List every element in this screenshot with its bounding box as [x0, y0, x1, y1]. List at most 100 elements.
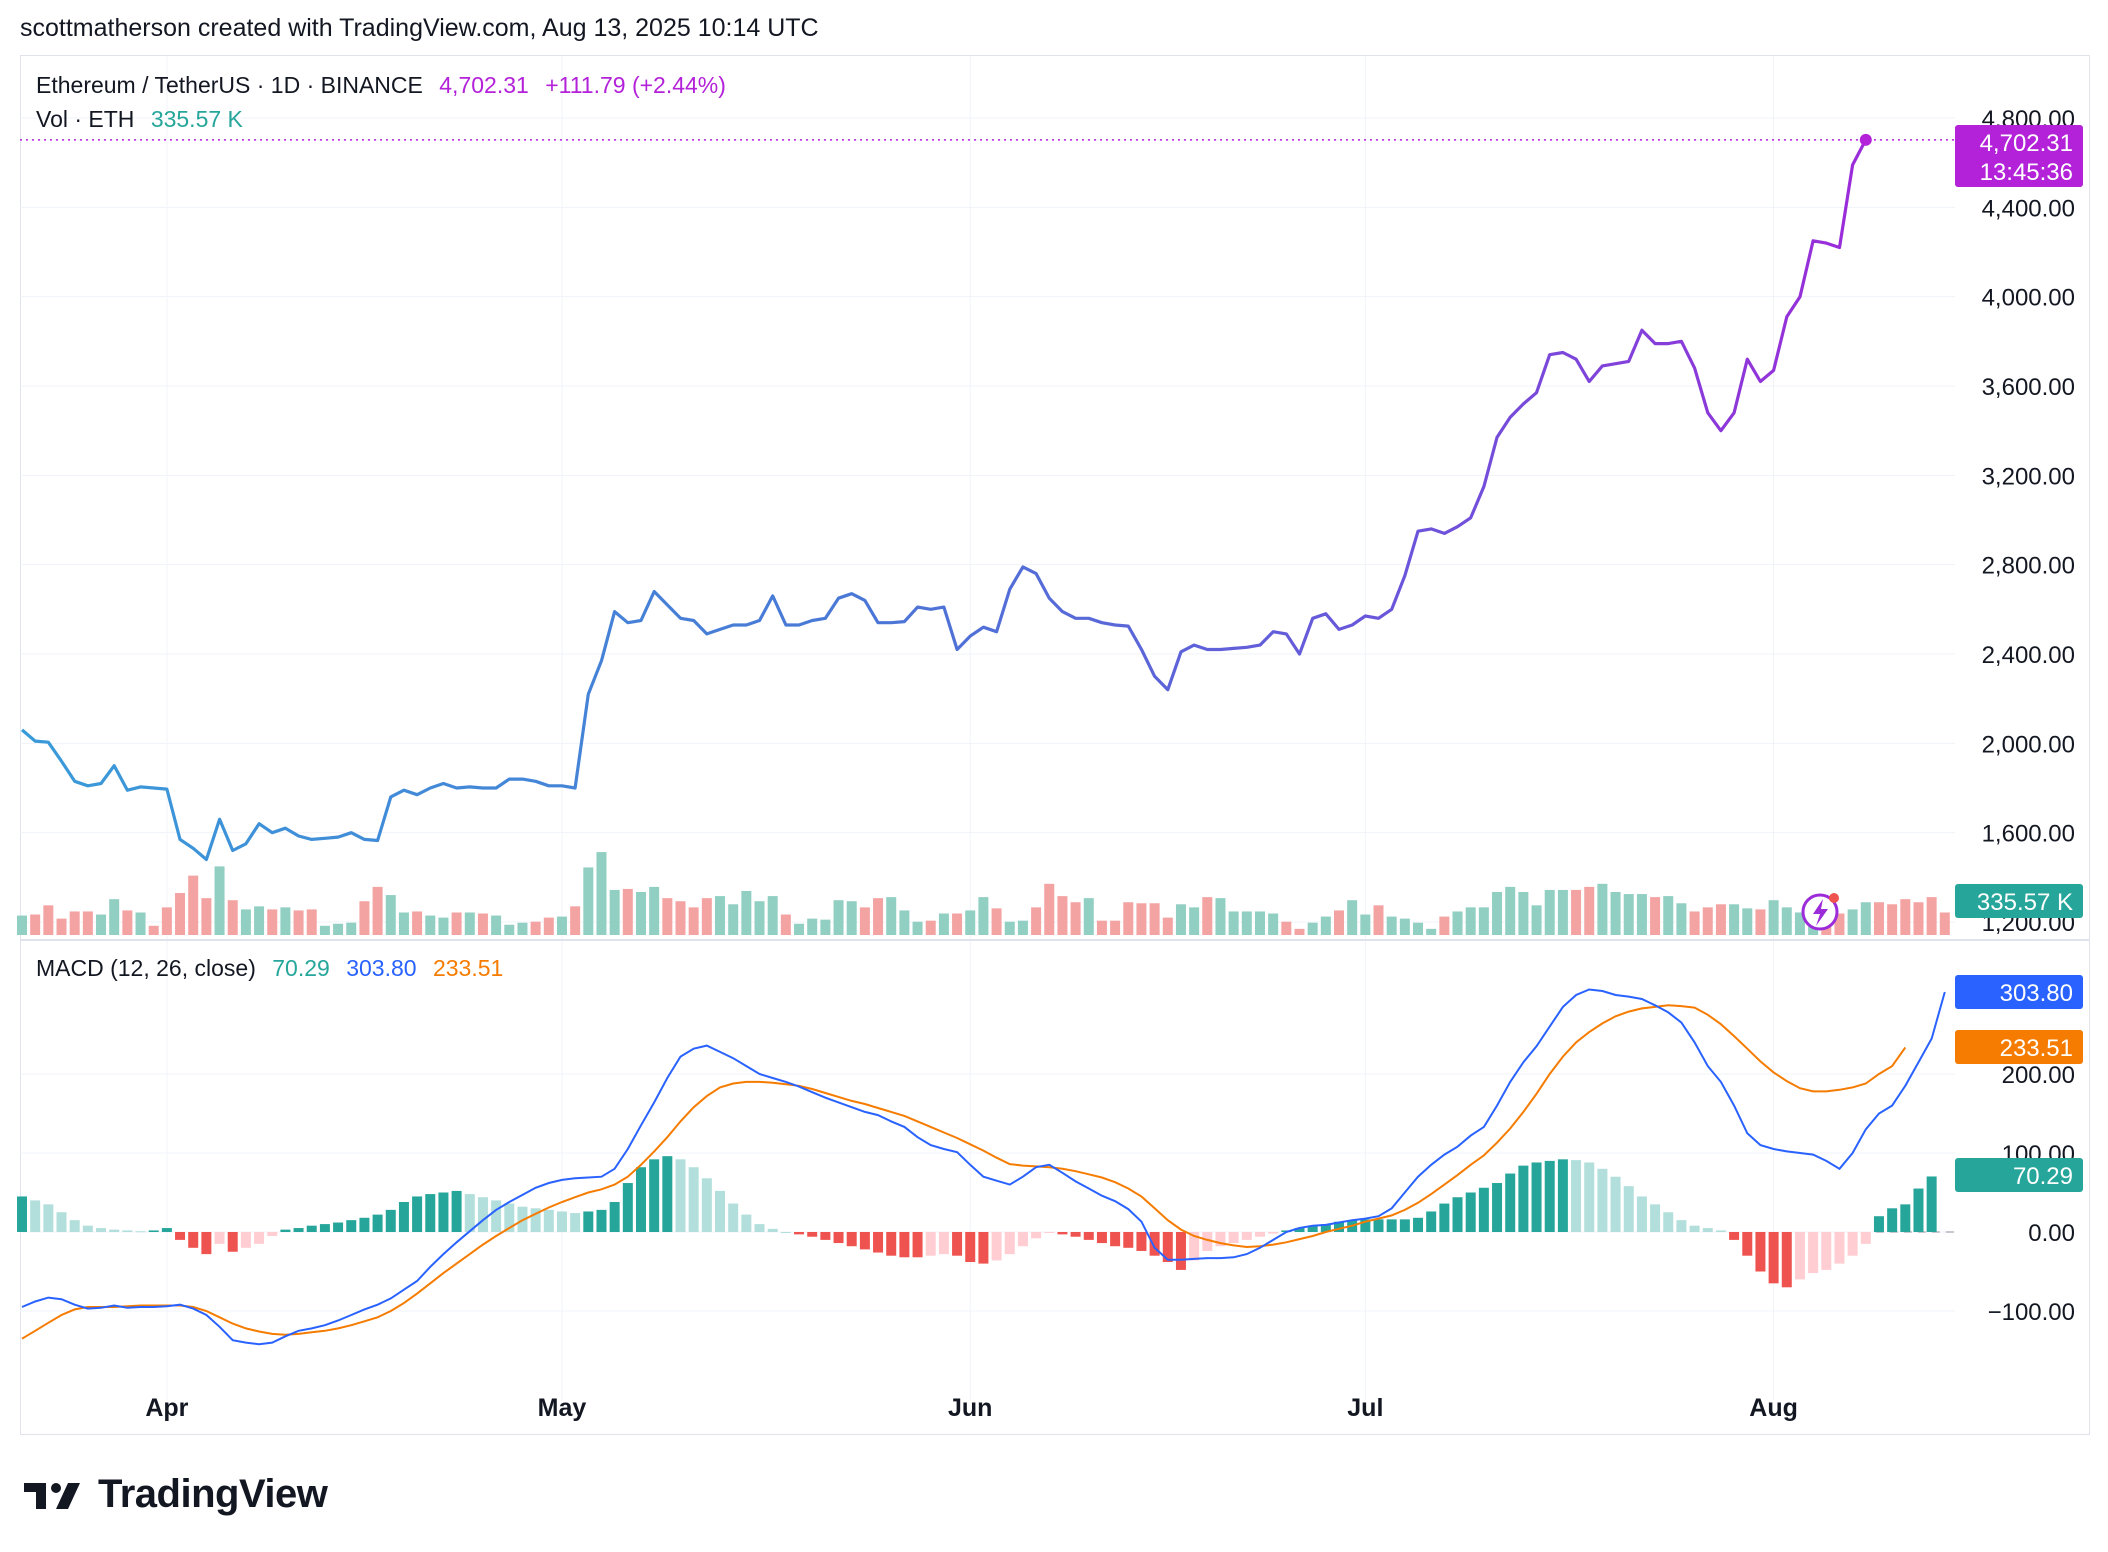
macd-histogram-bar	[794, 1232, 805, 1235]
macd-histogram-bar	[1044, 1232, 1055, 1233]
volume-bar	[1887, 904, 1898, 935]
volume-bar	[688, 907, 699, 935]
macd-histogram-bar	[280, 1229, 291, 1232]
volume-bar	[398, 912, 409, 935]
volume-bar	[1650, 897, 1661, 935]
volume-bar	[1755, 909, 1766, 935]
price-tag-text: 4,702.31	[1980, 130, 2073, 157]
macd-histogram-bar	[1636, 1196, 1647, 1232]
volume-bar	[767, 896, 778, 935]
macd-histogram-bar	[1860, 1232, 1871, 1244]
macd-histogram-bar	[701, 1178, 712, 1232]
volume-bar	[873, 898, 884, 935]
volume-bar	[1531, 905, 1542, 935]
volume-bar	[715, 896, 726, 935]
macd-histogram-bar	[188, 1232, 199, 1248]
macd-line-tag: 303.80	[1955, 975, 2083, 1009]
volume-bar	[333, 923, 344, 935]
macd-axis-label: 0.00	[2028, 1220, 2075, 1247]
macd-histogram-bar	[1478, 1187, 1489, 1232]
volume-bar	[517, 922, 528, 935]
macd-histogram-bar	[214, 1232, 225, 1244]
volume-bar	[1571, 889, 1582, 935]
macd-histogram-bar	[715, 1190, 726, 1232]
volume-bar	[1044, 883, 1055, 935]
volume-bar	[1492, 892, 1503, 935]
macd-histogram-bar	[1136, 1232, 1147, 1251]
price-change: +111.79 (+2.44%)	[545, 72, 726, 98]
volume-bar	[859, 907, 870, 935]
macd-histogram-bar	[319, 1224, 330, 1232]
macd-histogram-bar	[886, 1232, 897, 1256]
macd-histogram-bar	[425, 1194, 436, 1232]
volume-bar	[1096, 920, 1107, 935]
macd-histogram-bar	[1584, 1162, 1595, 1232]
macd-histogram-bar	[1834, 1232, 1845, 1264]
price-axis-label: 4,400.00	[1982, 195, 2075, 222]
lightning-icon	[1801, 893, 1839, 931]
macd-histogram-bar	[688, 1167, 699, 1232]
macd-histogram-bar	[161, 1228, 172, 1232]
volume-bar	[1597, 883, 1608, 935]
volume-bar	[807, 918, 818, 935]
volume-bar	[1926, 897, 1937, 935]
volume-bar	[293, 910, 304, 935]
macd-histogram-bar	[69, 1220, 80, 1232]
grid-lines	[20, 56, 2090, 1400]
volume-bar	[965, 910, 976, 935]
volume-bar	[1900, 899, 1911, 935]
macd-histogram-bar	[767, 1228, 778, 1232]
macd-histogram-bar	[1031, 1232, 1042, 1239]
volume-legend[interactable]: Vol · ETH 335.57 K	[36, 106, 253, 133]
volume-bar	[1557, 889, 1568, 935]
volume-bar	[1768, 900, 1779, 935]
volume-bar	[1584, 886, 1595, 935]
tradingview-logo[interactable]: TradingView	[24, 1472, 328, 1517]
macd-histogram-bar	[464, 1194, 475, 1232]
macd-histogram-bar	[662, 1156, 673, 1232]
macd-histogram-bar	[1926, 1176, 1937, 1232]
volume-bar	[82, 911, 93, 935]
macd-histogram-bar	[491, 1200, 502, 1232]
price-axis-label: 2,400.00	[1982, 642, 2075, 669]
macd-histogram-bar	[1768, 1232, 1779, 1284]
macd-line-tag-text: 303.80	[2000, 980, 2073, 1007]
macd-histogram-bar	[1294, 1228, 1305, 1232]
volume-bar	[662, 898, 673, 935]
volume-bar	[17, 915, 27, 935]
macd-histogram-bar	[1900, 1204, 1911, 1232]
macd-histogram-bar	[43, 1204, 54, 1232]
symbol-legend[interactable]: Ethereum / TetherUS · 1D · BINANCE 4,702…	[36, 72, 736, 99]
macd-histogram	[17, 1156, 1955, 1288]
volume-bar	[833, 900, 844, 935]
macd-legend[interactable]: MACD (12, 26, close) 70.29 303.80 233.51	[36, 955, 513, 982]
macd-histogram-bar	[978, 1232, 989, 1264]
volume-bar	[359, 901, 370, 935]
price-axis-label: 3,600.00	[1982, 374, 2075, 401]
volume-bar	[1913, 902, 1924, 935]
volume-bar	[1505, 886, 1516, 935]
macd-histogram-bar	[1729, 1232, 1740, 1240]
macd-hist-tag: 70.29	[1955, 1158, 2083, 1192]
macd-histogram-bar	[109, 1229, 120, 1232]
volume-bar	[1017, 920, 1028, 935]
macd-histogram-bar	[359, 1217, 370, 1232]
volume-bar	[556, 916, 567, 935]
macd-histogram-bar	[1123, 1232, 1134, 1248]
price-series-line	[20, 139, 1868, 862]
macd-histogram-bar	[1426, 1211, 1437, 1232]
macd-histogram-bar	[175, 1232, 186, 1240]
volume-bar	[1413, 922, 1424, 935]
volume-bar	[780, 914, 791, 935]
lightning-icon-bolt	[1813, 899, 1828, 926]
volume-bar	[1702, 907, 1713, 935]
macd-hist-tag-bg	[1955, 1158, 2083, 1192]
macd-histogram-bar	[1531, 1162, 1542, 1232]
volume-bar	[899, 910, 910, 935]
macd-histogram-bar	[859, 1232, 870, 1250]
macd-histogram-bar	[1913, 1188, 1924, 1232]
volume-bar	[1781, 907, 1792, 935]
macd-histogram-bar	[1808, 1232, 1819, 1274]
macd-histogram-bar	[1096, 1232, 1107, 1244]
